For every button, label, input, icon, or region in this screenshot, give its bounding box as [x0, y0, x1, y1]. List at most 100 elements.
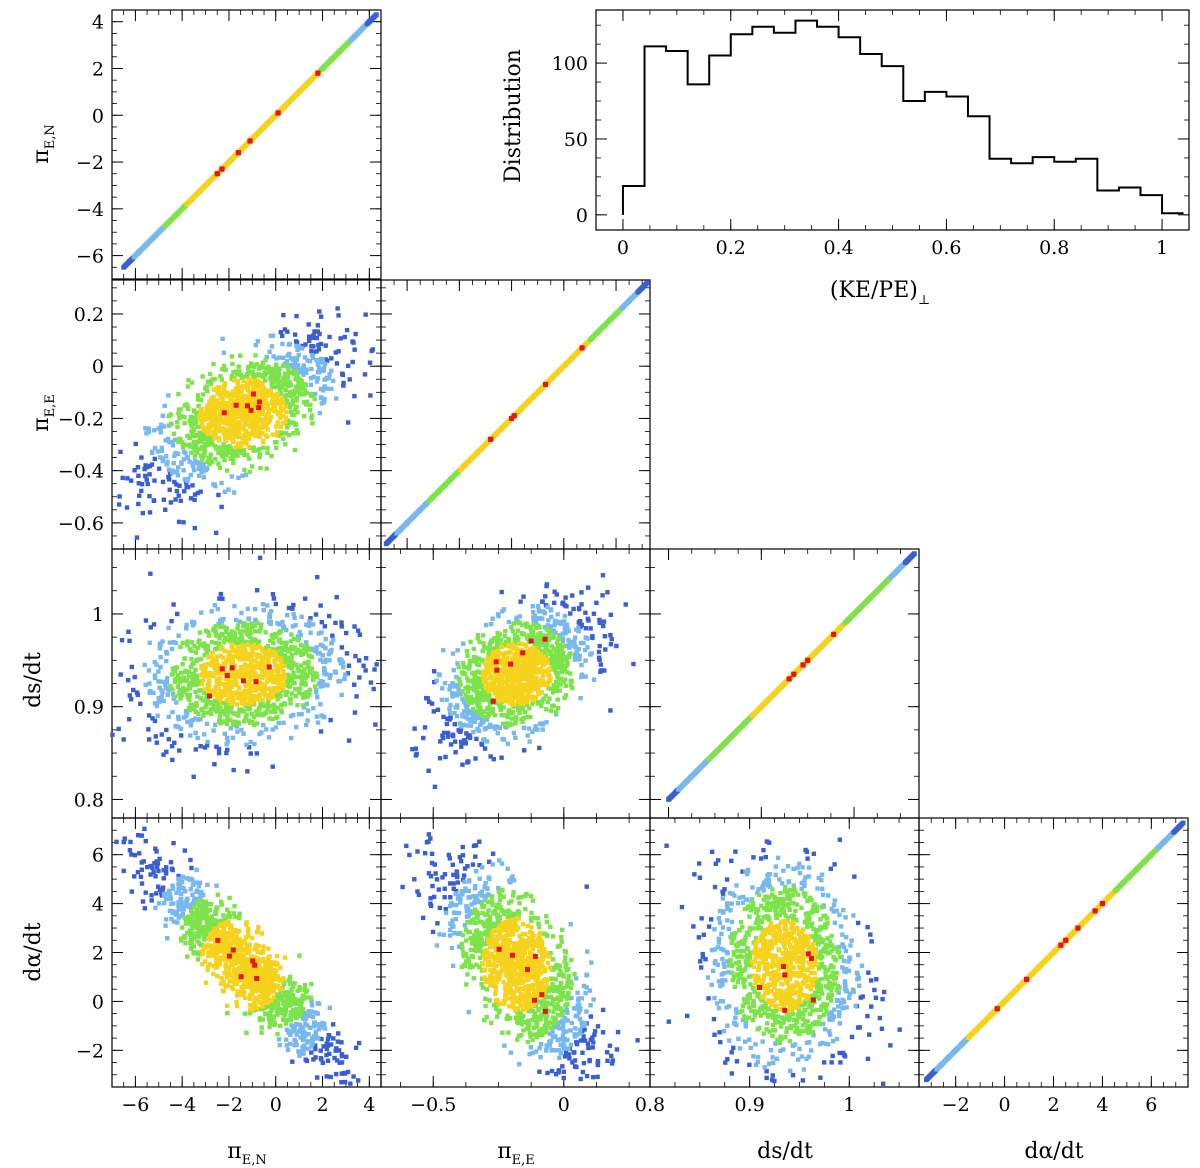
scatter_dsdt_vs_piEN-point — [273, 674, 278, 679]
scatter_dsdt_vs_piEN-point — [218, 692, 223, 698]
scatter_dsdt_vs_piEE-point — [484, 664, 489, 669]
scatter_piEE_vs_piEN-point — [242, 415, 247, 420]
scatter_piEE_vs_piEN-point — [221, 350, 227, 355]
scatter_dsdt_vs_piEE-point — [459, 724, 464, 729]
scatter_dsdt_vs_piEN-point — [273, 601, 279, 607]
scatter_dsdt_vs_piEN-point — [258, 674, 263, 679]
scatter_dsdt_vs_piEE-point — [460, 660, 466, 666]
scatter_dsdt_vs_piEE-point — [500, 721, 506, 726]
scatter_dsdt_vs_piEE-point — [445, 730, 451, 736]
scatter_dsdt_vs_piEE-point — [524, 623, 529, 628]
scatter_piEE_vs_piEN-point — [288, 371, 293, 376]
scatter_dsdt_vs_piEE-point — [558, 649, 563, 654]
scatter_dsdt_vs_piEN-point — [212, 602, 217, 608]
scatter_dsdt_vs_piEN-point — [192, 643, 197, 649]
scatter_dsdt_vs_piEE-point — [559, 666, 564, 672]
scatter_piEE_vs_piEN-point — [305, 358, 310, 363]
scatter_piEE_vs_piEN-point — [158, 455, 163, 460]
scatter_dsdt_vs_piEE-point — [521, 657, 527, 663]
scatter_dsdt_vs_piEE-point — [471, 670, 477, 675]
scatter_piEE_vs_piEN-point — [308, 402, 313, 408]
scatter_dsdt_vs_piEE-point — [484, 739, 490, 744]
scatter_piEE_vs_piEN-point — [257, 454, 262, 460]
scatter_dsdt_vs_piEN-point — [297, 690, 302, 696]
scatter_piEE_vs_piEN-point — [158, 430, 163, 435]
scatter_dsdt_vs_piEN-point — [267, 716, 272, 721]
scatter_dsdt_vs_piEN-point — [254, 751, 260, 756]
scatter_dsdt_vs_piEN-point — [271, 640, 276, 646]
scatter_dsdt_vs_piEE-point — [460, 762, 465, 767]
scatter_piEE_vs_piEN-point — [246, 368, 251, 373]
scatter_dsdt_vs_piEE-point — [560, 652, 565, 657]
scatter_dsdt_vs_piEE-point — [482, 714, 488, 720]
scatter_dsdt_vs_piEE-point — [455, 661, 460, 666]
scatter_dsdt_vs_piEE-point — [571, 606, 576, 612]
scatter_dsdt_vs_piEE-point — [519, 671, 524, 676]
scatter_dsdt_vs_piEN-point — [337, 678, 343, 684]
scatter_dsdt_vs_piEN-point — [298, 642, 304, 648]
scatter_piEE_vs_piEN-point — [200, 392, 206, 397]
scatter_dsdt_vs_piEE-point — [467, 666, 472, 671]
scatter_dsdt_vs_piEE-point — [482, 645, 487, 650]
scatter_dsdt_vs_piEN-point — [270, 679, 276, 685]
scatter_piEE_vs_piEN-point — [292, 447, 298, 453]
scatter_piEE_vs_piEN-point — [284, 372, 290, 377]
scatter_dsdt_vs_piEN-point — [244, 712, 249, 718]
scatter_dsdt_vs_piEN-point — [187, 697, 192, 703]
scatter_dsdt_vs_piEN-point — [327, 675, 333, 681]
scatter_dsdt_vs_piEN-point — [308, 616, 313, 621]
scatter_dsdt_vs_piEN-point — [244, 622, 250, 628]
scatter_piEE_vs_piEN-point — [234, 392, 239, 398]
scatter_dsdt_vs_piEN-point — [316, 631, 322, 636]
scatter_dsdt_vs_piEN-point — [264, 653, 270, 659]
scatter_piEE_vs_piEN-point — [217, 438, 222, 443]
scatter_dsdt_vs_piEN-point — [231, 648, 237, 653]
scatter_piEE_vs_piEN-point — [174, 482, 179, 487]
scatter_dsdt_vs_piEE-point — [447, 706, 452, 712]
scatter_dsdt_vs_piEN-point — [339, 645, 345, 650]
scatter_dsdt_vs_piEN-point — [238, 692, 243, 697]
scatter_piEE_vs_piEN-point — [269, 383, 275, 389]
scatter_piEE_vs_piEN-point — [219, 406, 225, 412]
scatter_piEE_vs_piEN-point — [212, 433, 218, 439]
scatter_piEE_vs_piEN-point — [168, 500, 174, 505]
scatter_dsdt_vs_piEE-point — [465, 684, 470, 689]
scatter_dsdt_vs_piEN-point — [128, 696, 134, 702]
scatter_dsdt_vs_piEN-point — [343, 672, 348, 677]
scatter_dsdt_vs_piEN-point — [258, 711, 263, 716]
scatter_dsdt_vs_piEE-point — [471, 654, 477, 660]
scatter_dsdt_vs_piEN-point — [293, 693, 298, 699]
scatter_piEE_vs_piEN-point — [256, 366, 261, 371]
scatter_piEE_vs_piEN-point — [147, 510, 153, 515]
scatter_piEE_vs_piEN-point — [136, 481, 141, 486]
scatter_dsdt_vs_piEE-point — [460, 714, 465, 719]
scatter_dsdt_vs_piEN-point — [247, 669, 253, 675]
scatter_dsdt_vs_piEN-point — [220, 655, 226, 660]
scatter_dsdt_vs_piEE-point — [530, 609, 536, 615]
scatter_dsdt_vs_piEE-point — [521, 748, 527, 753]
scatter_dsdt_vs_piEE-point — [467, 733, 472, 738]
scatter_piEE_vs_piEN-point — [335, 306, 340, 311]
scatter_dsdt_vs_piEE-point — [527, 664, 533, 669]
scatter_dsdt_vs_piEE-point — [486, 713, 491, 718]
scatter_dsdt_vs_piEE-point — [458, 692, 463, 697]
scatter_dsdt_vs_piEN-point — [224, 626, 229, 631]
scatter_dsdt_vs_piEE-point — [521, 694, 527, 700]
scatter_dsdt_vs_piEN-point — [305, 692, 310, 697]
scatter_dsdt_vs_piEN-point — [298, 632, 303, 638]
scatter_dsdt_vs_piEE-point — [470, 659, 476, 664]
scatter_dsdt_vs_piEN-point — [180, 661, 185, 667]
scatter_dsdt_vs_piEE-point — [512, 632, 517, 637]
scatter_dsdt_vs_piEE-point — [493, 675, 498, 681]
scatter_piEE_vs_piEN-point — [224, 468, 230, 473]
scatter_dsdt_vs_piEE-point — [485, 695, 491, 701]
scatter_dsdt_vs_piEE-point — [440, 735, 446, 741]
scatter_dsdt_vs_piEN-point — [177, 680, 183, 685]
scatter_dsdt_vs_piEN-point — [303, 722, 309, 728]
scatter_piEE_vs_piEN-point — [182, 403, 187, 408]
scatter_piEE_vs_piEN-point — [248, 395, 253, 401]
scatter_dsdt_vs_piEN-point — [225, 747, 230, 753]
scatter_piEE_vs_piEN-point — [311, 374, 316, 380]
scatter_dsdt_vs_piEE-point — [497, 725, 502, 731]
